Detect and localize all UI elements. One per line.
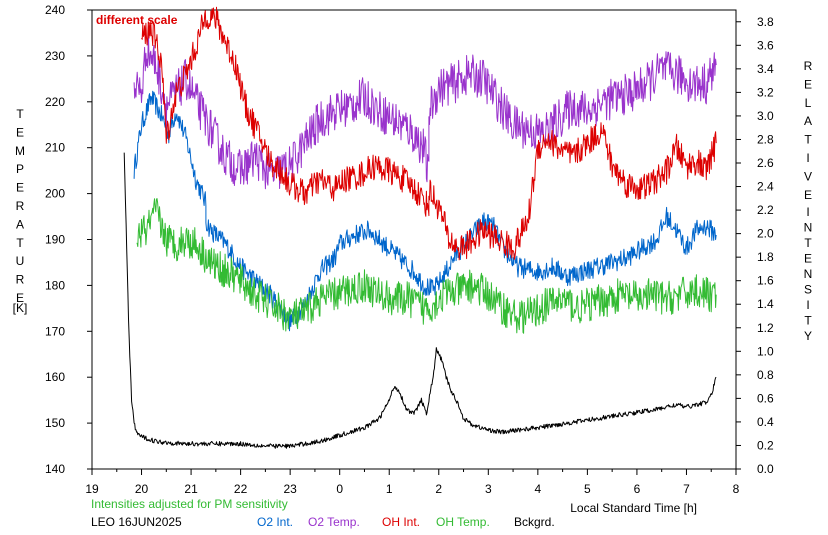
right-label-letter: E bbox=[804, 252, 812, 266]
right-label-letter: Y bbox=[804, 329, 812, 343]
legend-entry: O2 Temp. bbox=[308, 515, 360, 529]
left-label-letter: E bbox=[16, 291, 24, 305]
x-tick-label: 4 bbox=[535, 482, 542, 496]
left-label-letter: E bbox=[16, 181, 24, 195]
right-tick-label: 1.8 bbox=[757, 250, 774, 264]
left-label-letter: R bbox=[16, 273, 25, 287]
left-label-letter: M bbox=[15, 144, 25, 158]
x-tick-label: 5 bbox=[584, 482, 591, 496]
right-tick-label: 3.0 bbox=[757, 109, 774, 123]
x-tick-label: 8 bbox=[733, 482, 740, 496]
right-tick-label: 2.4 bbox=[757, 180, 774, 194]
right-tick-label: 2.6 bbox=[757, 156, 774, 170]
legend-entry: OH Temp. bbox=[436, 515, 490, 529]
x-tick-label: 22 bbox=[234, 482, 248, 496]
right-tick-label: 1.0 bbox=[757, 344, 774, 358]
x-tick-label: 21 bbox=[184, 482, 198, 496]
left-label-letter: E bbox=[16, 125, 24, 139]
right-tick-label: 1.4 bbox=[757, 297, 774, 311]
right-label-letter: I bbox=[806, 205, 809, 219]
right-label-letter: I bbox=[806, 151, 809, 165]
left-axis-unit: [K] bbox=[13, 301, 28, 315]
legend-entry: Bckgrd. bbox=[514, 515, 555, 529]
right-label-letter: T bbox=[804, 314, 812, 328]
left-label-letter: U bbox=[16, 254, 25, 268]
right-tick-label: 2.2 bbox=[757, 203, 774, 217]
legend: O2 Int. O2 Temp. OH Int. OH Temp. Bckgrd. bbox=[257, 515, 555, 529]
left-label-letter: T bbox=[16, 107, 24, 121]
right-label-letter: E bbox=[804, 188, 812, 202]
right-label-letter: L bbox=[805, 96, 812, 110]
left-tick-label: 230 bbox=[45, 49, 65, 63]
right-tick-label: 3.2 bbox=[757, 85, 774, 99]
left-tick-label: 160 bbox=[45, 370, 65, 384]
left-label-letter: R bbox=[16, 199, 25, 213]
right-label-letter: A bbox=[804, 114, 812, 128]
series-line-1 bbox=[133, 30, 717, 190]
right-tick-label: 1.2 bbox=[757, 321, 774, 335]
footer-note: Intensities adjusted for PM sensitivity bbox=[91, 497, 288, 511]
right-label-letter: I bbox=[806, 298, 809, 312]
right-tick-label: 0.8 bbox=[757, 368, 774, 382]
right-tick-label: 3.4 bbox=[757, 62, 774, 76]
x-tick-label: 7 bbox=[683, 482, 690, 496]
x-tick-label: 3 bbox=[485, 482, 492, 496]
left-tick-label: 200 bbox=[45, 187, 65, 201]
scale-annotation: different scale bbox=[96, 13, 178, 27]
left-label-letter: P bbox=[16, 162, 24, 176]
x-tick-label: 6 bbox=[634, 482, 641, 496]
series-line-2 bbox=[141, 6, 717, 261]
left-axis-ticks: 140 150 160 170 180 190 200 210 220 230 240 bbox=[45, 3, 92, 476]
x-tick-label: 19 bbox=[85, 482, 99, 496]
right-tick-label: 2.8 bbox=[757, 132, 774, 146]
right-label-letter: T bbox=[804, 133, 812, 147]
right-label-letter: V bbox=[804, 169, 812, 183]
left-tick-label: 150 bbox=[45, 416, 65, 430]
x-tick-label: 20 bbox=[135, 482, 149, 496]
left-tick-label: 170 bbox=[45, 324, 65, 338]
right-tick-label: 2.0 bbox=[757, 227, 774, 241]
legend-entry: O2 Int. bbox=[257, 515, 293, 529]
left-label-letter: T bbox=[16, 236, 24, 250]
legend-entry: OH Int. bbox=[382, 515, 420, 529]
x-axis-label: Local Standard Time [h] bbox=[570, 501, 697, 515]
right-tick-label: 0.6 bbox=[757, 391, 774, 405]
left-tick-label: 240 bbox=[45, 3, 65, 17]
x-tick-label: 0 bbox=[336, 482, 343, 496]
right-tick-label: 3.8 bbox=[757, 15, 774, 29]
series-line-3 bbox=[136, 198, 717, 334]
right-tick-label: 0.0 bbox=[757, 462, 774, 476]
x-tick-label: 23 bbox=[283, 482, 297, 496]
right-label-letter: S bbox=[804, 283, 812, 297]
right-tick-label: 0.2 bbox=[757, 438, 774, 452]
x-axis-ticks: 19 20 21 22 23 0 1 2 3 4 5 6 7 8 bbox=[85, 469, 740, 496]
left-tick-label: 180 bbox=[45, 278, 65, 292]
left-tick-label: 220 bbox=[45, 95, 65, 109]
x-tick-label: 2 bbox=[435, 482, 442, 496]
series-lines bbox=[123, 6, 717, 449]
x-tick-label: 1 bbox=[386, 482, 393, 496]
right-label-letter: N bbox=[804, 221, 813, 235]
left-tick-label: 140 bbox=[45, 462, 65, 476]
series-line-4 bbox=[123, 152, 717, 449]
right-label-letter: T bbox=[804, 236, 812, 250]
right-label-letter: N bbox=[804, 267, 813, 281]
station-label: LEO 16JUN2025 bbox=[91, 515, 182, 529]
right-tick-label: 1.6 bbox=[757, 274, 774, 288]
series-line-0 bbox=[133, 90, 717, 332]
left-tick-label: 190 bbox=[45, 233, 65, 247]
right-axis-ticks: 0.0 0.2 0.4 0.6 0.8 1.0 1.2 1.4 1.6 1.8 2.0 2.2 2.4 2… bbox=[736, 15, 774, 476]
right-tick-label: 3.6 bbox=[757, 38, 774, 52]
right-label-letter: R bbox=[804, 59, 813, 73]
left-tick-label: 210 bbox=[45, 141, 65, 155]
right-label-letter: E bbox=[804, 77, 812, 91]
right-tick-label: 0.4 bbox=[757, 415, 774, 429]
left-label-letter: A bbox=[16, 217, 24, 231]
